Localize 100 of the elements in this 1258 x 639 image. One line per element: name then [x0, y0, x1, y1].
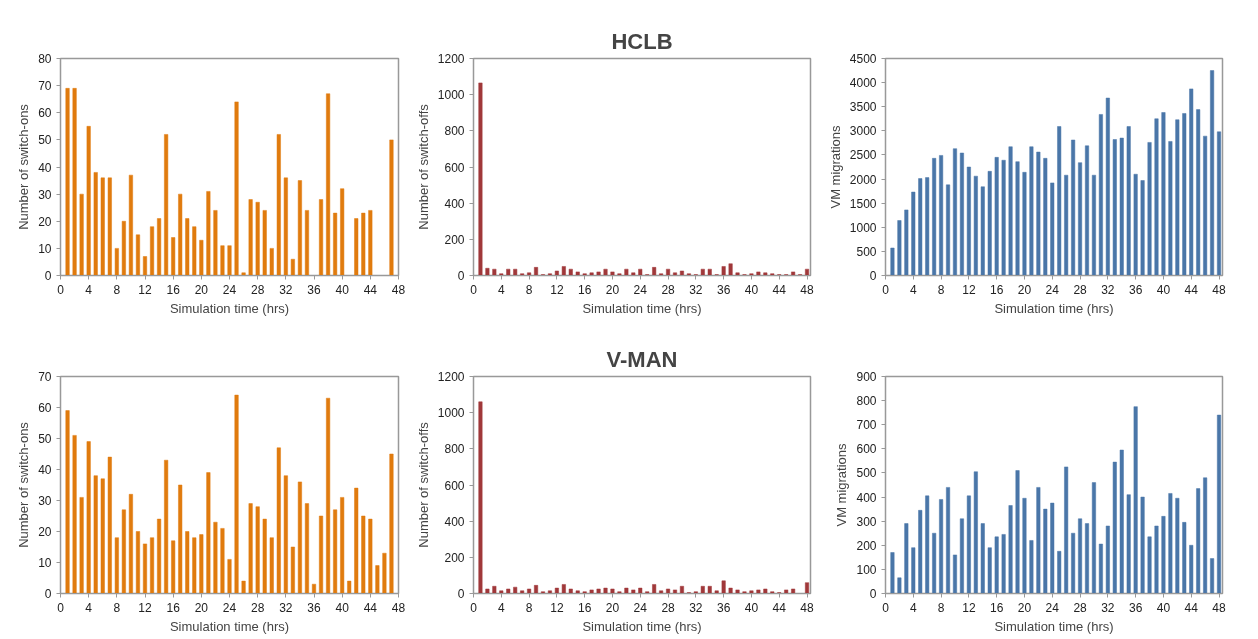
- y-tick-label: 200: [856, 538, 877, 553]
- y-tick-label: 10: [38, 241, 52, 256]
- y-tick-label: 4500: [849, 52, 877, 66]
- y-tick-label: 100: [856, 562, 877, 577]
- x-tick-label: 24: [633, 600, 648, 615]
- x-tick-label: 8: [113, 282, 121, 297]
- y-tick-label: 1000: [437, 406, 465, 421]
- x-tick-label: 28: [661, 600, 676, 615]
- x-tick-label: 36: [307, 600, 321, 615]
- y-axis-title: Number of switch-ons: [16, 103, 32, 230]
- x-tick-label: 48: [1212, 282, 1227, 297]
- y-tick-label: 1200: [437, 370, 465, 384]
- y-axis-title: VM migrations: [827, 124, 843, 209]
- x-tick-label: 44: [1184, 282, 1199, 297]
- y-axis-title: Number of switch-ons: [16, 421, 32, 548]
- x-tick-label: 48: [1212, 600, 1227, 615]
- x-tick-label: 28: [250, 600, 265, 615]
- x-tick-label: 20: [1017, 282, 1032, 297]
- chart-title: HCLB: [611, 28, 673, 54]
- y-tick-label: 50: [38, 133, 52, 148]
- x-tick-label: 24: [222, 600, 237, 615]
- y-tick-label: 600: [856, 442, 877, 457]
- x-tick-label: 8: [525, 600, 533, 615]
- x-tick-label: 0: [57, 282, 65, 297]
- x-tick-label: 36: [716, 282, 731, 297]
- x-tick-label: 8: [937, 600, 945, 615]
- x-axis-title: Simulation time (hrs): [169, 300, 290, 316]
- y-tick-label: 40: [38, 463, 52, 477]
- x-tick-label: 24: [1045, 600, 1060, 615]
- y-tick-label: 40: [38, 160, 52, 175]
- y-tick-label: 700: [856, 418, 877, 433]
- y-tick-label: 200: [444, 550, 465, 565]
- x-tick-label: 16: [578, 282, 592, 297]
- x-tick-label: 16: [166, 600, 181, 615]
- x-tick-label: 24: [1045, 282, 1060, 297]
- x-tick-label: 40: [1156, 600, 1171, 615]
- x-tick-label: 4: [909, 282, 917, 297]
- x-tick-label: 40: [1156, 282, 1171, 297]
- x-tick-label: 4: [85, 600, 93, 615]
- x-tick-label: 32: [1101, 282, 1115, 297]
- x-tick-label: 28: [661, 282, 676, 297]
- y-axis-title: Number of switch-offs: [415, 103, 431, 230]
- x-tick-label: 40: [335, 282, 350, 297]
- x-tick-label: 20: [194, 282, 209, 297]
- x-tick-label: 16: [990, 600, 1004, 615]
- y-tick-label: 60: [38, 106, 52, 121]
- x-tick-label: 44: [363, 282, 378, 297]
- y-tick-label: 0: [869, 587, 877, 601]
- y-tick-label: 2000: [849, 172, 877, 187]
- y-tick-label: 500: [856, 466, 877, 481]
- y-tick-label: 600: [444, 160, 465, 175]
- x-tick-label: 20: [605, 600, 620, 615]
- x-tick-label: 48: [391, 282, 406, 297]
- x-tick-label: 32: [279, 282, 293, 297]
- y-tick-label: 400: [444, 514, 465, 529]
- x-tick-label: 16: [166, 282, 181, 297]
- x-tick-label: 24: [633, 282, 648, 297]
- y-tick-label: 900: [856, 370, 877, 384]
- y-tick-label: 60: [38, 401, 52, 415]
- x-tick-label: 4: [497, 600, 505, 615]
- y-tick-label: 30: [38, 187, 52, 202]
- x-tick-label: 44: [363, 600, 378, 615]
- x-tick-label: 40: [744, 600, 759, 615]
- y-tick-label: 800: [856, 394, 877, 409]
- x-axis-title: Simulation time (hrs): [582, 300, 702, 316]
- y-tick-label: 20: [38, 525, 52, 539]
- x-tick-label: 4: [497, 282, 505, 297]
- x-tick-label: 20: [1017, 600, 1032, 615]
- y-tick-label: 1200: [437, 52, 465, 66]
- x-tick-label: 16: [990, 282, 1004, 297]
- x-tick-label: 20: [605, 282, 620, 297]
- x-tick-label: 0: [470, 600, 478, 615]
- y-tick-label: 800: [444, 124, 465, 139]
- y-tick-label: 2500: [849, 148, 877, 163]
- x-tick-label: 4: [909, 600, 917, 615]
- x-tick-label: 4: [85, 282, 93, 297]
- chart-title: V-MAN: [606, 346, 678, 372]
- y-tick-label: 400: [444, 196, 465, 211]
- y-tick-label: 20: [38, 214, 52, 229]
- x-tick-label: 48: [800, 282, 815, 297]
- y-tick-label: 0: [457, 269, 465, 283]
- y-tick-label: 0: [44, 269, 52, 283]
- x-tick-label: 0: [57, 600, 65, 615]
- x-tick-label: 48: [800, 600, 815, 615]
- x-tick-label: 20: [194, 600, 209, 615]
- y-tick-label: 300: [856, 514, 877, 529]
- x-tick-label: 0: [882, 600, 890, 615]
- x-tick-label: 28: [1073, 282, 1088, 297]
- y-tick-label: 600: [444, 478, 465, 493]
- x-tick-label: 0: [882, 282, 890, 297]
- x-tick-label: 8: [525, 282, 533, 297]
- y-tick-label: 80: [38, 52, 52, 66]
- x-tick-label: 8: [113, 600, 121, 615]
- x-tick-label: 40: [744, 282, 759, 297]
- y-tick-label: 4000: [849, 76, 877, 91]
- x-tick-label: 12: [962, 282, 976, 297]
- x-tick-label: 28: [250, 282, 265, 297]
- y-tick-label: 0: [869, 269, 877, 283]
- x-tick-label: 44: [1184, 600, 1199, 615]
- x-tick-label: 40: [335, 600, 350, 615]
